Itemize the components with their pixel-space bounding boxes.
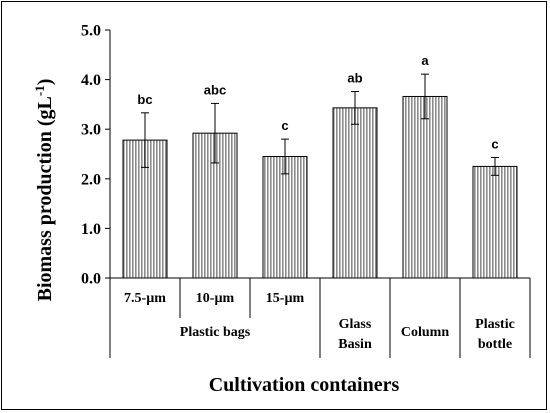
bars [122, 95, 518, 279]
significance-labels: bc abc c ab a c [137, 53, 498, 151]
x-axis-title: Cultivation containers [209, 374, 400, 396]
bar [332, 107, 378, 279]
y-tick-label: 1.0 [81, 221, 101, 238]
y-tick-label: 2.0 [81, 171, 101, 188]
group-label: Plastic bags [180, 325, 251, 340]
significance-label: a [421, 53, 429, 68]
group-label: Plastic [475, 317, 515, 332]
group-label: Column [401, 325, 449, 340]
y-axis-title: Biomass production (gL-1) [32, 79, 56, 302]
error-bars [141, 73, 499, 176]
bar [472, 165, 518, 279]
group-label: Basin [338, 337, 372, 352]
y-axis-ticks: 0.0 1.0 2.0 3.0 4.0 5.0 [81, 23, 110, 288]
group-label: bottle [478, 337, 512, 352]
y-tick-label: 4.0 [81, 72, 101, 89]
y-tick-label: 5.0 [81, 23, 101, 40]
category-label: 10-µm [196, 291, 235, 306]
significance-label: c [281, 118, 288, 133]
category-label: 7.5-µm [124, 291, 166, 306]
significance-label: c [491, 136, 498, 151]
y-tick-label: 0.0 [81, 271, 101, 288]
significance-label: bc [137, 92, 152, 107]
category-label: 15-µm [266, 291, 305, 306]
group-label: Glass [339, 317, 372, 332]
y-tick-label: 3.0 [81, 122, 101, 139]
bar [402, 95, 448, 279]
category-table: 7.5-µm 10-µm 15-µm Plastic bags Glass Basin Co… [109, 278, 531, 358]
bar [262, 155, 308, 279]
significance-label: ab [347, 71, 362, 86]
significance-label: abc [204, 82, 226, 97]
